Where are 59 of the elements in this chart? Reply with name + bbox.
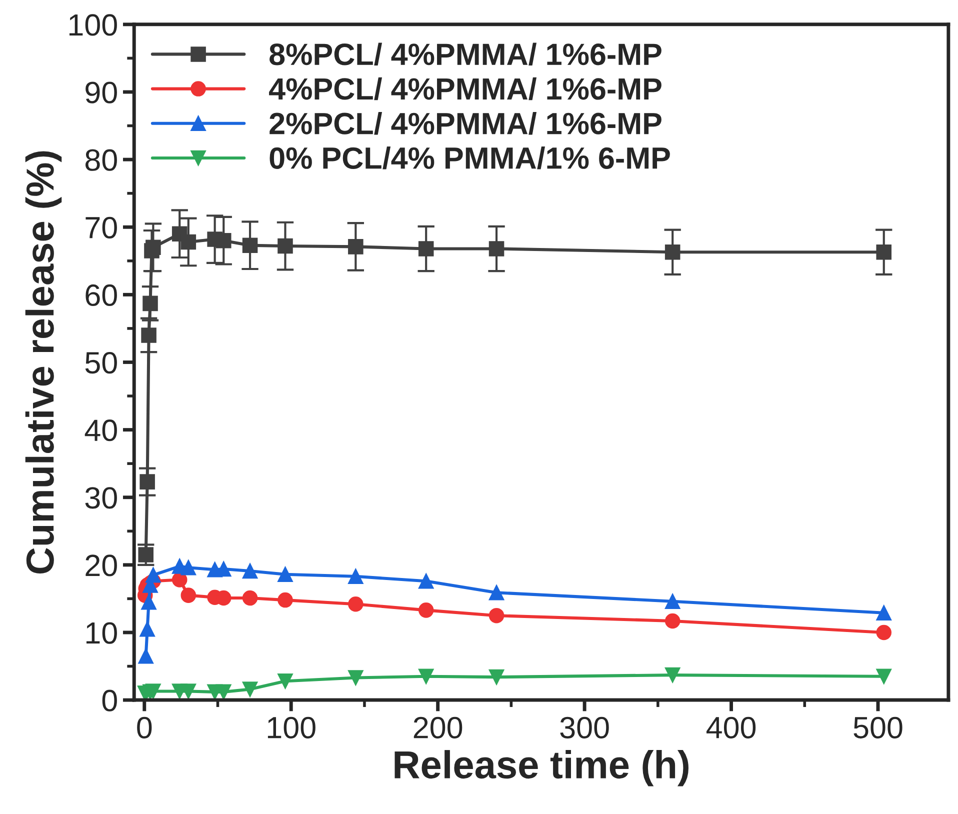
- point: [278, 566, 293, 582]
- y-tick-label: 20: [86, 554, 117, 576]
- point: [180, 684, 196, 699]
- y-tick-label: 30: [85, 487, 117, 509]
- point: [146, 684, 161, 699]
- legend-label: 8%PCL/ 4%PMMA/ 1%6-MP: [270, 42, 662, 66]
- point: [876, 605, 892, 621]
- x-tick-label: 0: [137, 716, 152, 738]
- y-tick-label: 10: [86, 622, 117, 644]
- point: [216, 684, 232, 700]
- point: [348, 239, 364, 254]
- point: [138, 648, 154, 664]
- point: [418, 573, 434, 589]
- point: [348, 568, 364, 584]
- point: [138, 547, 154, 562]
- y-axis-title: Cumulative release (%): [25, 151, 62, 574]
- point: [348, 670, 364, 686]
- point: [876, 624, 892, 640]
- y-tick-label: 0: [102, 690, 117, 712]
- x-tick-label: 500: [854, 716, 902, 738]
- point: [180, 588, 196, 603]
- y-tick-label: 50: [85, 352, 117, 374]
- point: [348, 596, 364, 612]
- point: [488, 608, 504, 624]
- point: [242, 563, 258, 579]
- point: [278, 592, 293, 608]
- x-tick-label: 300: [560, 716, 609, 738]
- legend-label: 0% PCL/4% PMMA/1% 6-MP: [270, 146, 670, 170]
- y-tick-label: 60: [86, 284, 117, 306]
- point: [140, 474, 155, 490]
- y-tick-label: 90: [86, 82, 117, 104]
- x-tick-label: 100: [268, 716, 316, 738]
- point: [664, 667, 680, 683]
- point: [146, 567, 161, 583]
- point: [664, 594, 680, 610]
- point: [664, 613, 680, 629]
- x-axis-title: Release time (h): [394, 750, 688, 786]
- y-tick-label: 40: [84, 420, 117, 442]
- point: [180, 560, 196, 576]
- point: [418, 668, 434, 684]
- x-tick-label: 400: [706, 716, 756, 738]
- point: [278, 673, 293, 689]
- point: [141, 328, 156, 343]
- x-tick-label: 200: [414, 716, 462, 738]
- y-tick-label: 70: [86, 216, 117, 238]
- point: [488, 669, 504, 685]
- legend-label: 4%PCL/ 4%PMMA/ 1%6-MP: [269, 77, 662, 100]
- legend-label: 2%PCL/ 4%PMMA/ 1%6-MP: [270, 112, 662, 135]
- point: [876, 668, 892, 684]
- point: [242, 682, 258, 697]
- y-tick-label: 80: [85, 149, 117, 171]
- point: [242, 590, 258, 606]
- point: [488, 584, 504, 600]
- y-tick-label: 100: [70, 14, 117, 36]
- point: [418, 602, 434, 618]
- point: [172, 572, 188, 588]
- point: [140, 621, 155, 637]
- point: [141, 594, 156, 610]
- point: [216, 232, 232, 248]
